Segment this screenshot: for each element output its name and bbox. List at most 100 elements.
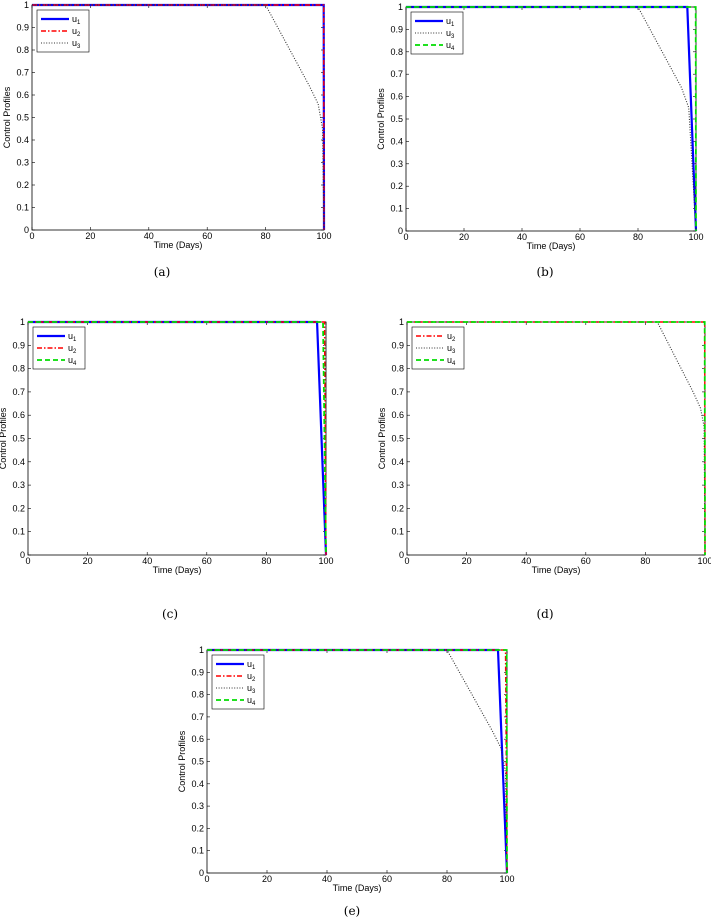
- x-tick-label: 100: [688, 232, 703, 242]
- y-tick-label: 0.3: [16, 158, 29, 168]
- legend-label-subscript: 3: [452, 349, 456, 355]
- x-tick-label: 80: [261, 231, 271, 241]
- x-axis-label: Time (Days): [153, 565, 202, 575]
- legend-label-subscript: 3: [77, 44, 81, 50]
- legend-label-u1: u1: [446, 16, 455, 28]
- legend-label-subscript: 2: [73, 349, 77, 355]
- x-tick-label: 0: [403, 232, 408, 242]
- x-tick-label: 40: [144, 231, 154, 241]
- legend-label-base: u: [447, 331, 452, 341]
- y-tick-label: 1: [20, 317, 25, 327]
- y-tick-label: 0.2: [16, 180, 29, 190]
- legend-label-u1: u1: [68, 331, 77, 343]
- y-tick-label: 0.3: [390, 159, 403, 169]
- y-tick-label: 1: [24, 0, 29, 10]
- y-tick-label: 0.3: [191, 801, 204, 811]
- x-axis-label: Time (Days): [532, 565, 581, 575]
- y-tick-label: 1: [199, 645, 204, 655]
- legend-label-subscript: 3: [451, 34, 455, 40]
- legend-label-subscript: 1: [73, 337, 77, 343]
- legend-label-subscript: 2: [77, 32, 81, 38]
- legend-label-base: u: [247, 695, 252, 705]
- y-tick-label: 0.5: [391, 434, 404, 444]
- x-tick-label: 0: [29, 231, 34, 241]
- x-tick-label: 40: [517, 232, 527, 242]
- legend-label-subscript: 3: [252, 689, 256, 695]
- x-tick-label: 20: [459, 232, 469, 242]
- x-tick-label: 40: [322, 874, 332, 884]
- y-tick-label: 0.3: [12, 480, 25, 490]
- y-tick-label: 0.7: [16, 68, 29, 78]
- x-tick-label: 60: [382, 874, 392, 884]
- series-line-u3: [207, 649, 508, 874]
- legend-label-u3: u3: [72, 38, 81, 50]
- legend-box: [410, 11, 464, 55]
- legend-label-base: u: [247, 683, 252, 693]
- legend-label-subscript: 2: [252, 677, 256, 683]
- series-line-u4: [207, 649, 508, 874]
- legend-label-base: u: [72, 26, 77, 36]
- x-tick-label: 60: [581, 556, 591, 566]
- legend-label-base: u: [247, 659, 252, 669]
- legend-label-subscript: 2: [452, 337, 456, 343]
- legend-label-u2: u2: [447, 331, 456, 343]
- y-tick-label: 0.5: [16, 113, 29, 123]
- legend-label-base: u: [446, 28, 451, 38]
- y-tick-label: 0.6: [391, 410, 404, 420]
- legend-label-base: u: [446, 40, 451, 50]
- legend-label-subscript: 1: [252, 665, 256, 671]
- legend-label-subscript: 1: [77, 20, 81, 26]
- legend-label-u2: u2: [68, 343, 77, 355]
- legend-label-u4: u4: [68, 355, 77, 367]
- x-tick-label: 80: [442, 874, 452, 884]
- y-axis-label: Control Profiles: [2, 86, 12, 148]
- y-tick-label: 0.6: [191, 734, 204, 744]
- legend-label-base: u: [68, 331, 73, 341]
- panel-caption: (d): [536, 607, 553, 621]
- y-tick-label: 0.4: [12, 457, 25, 467]
- panel-caption: (c): [162, 607, 178, 621]
- series-line-u4: [406, 6, 697, 232]
- y-tick-label: 0: [20, 550, 25, 560]
- x-axis-label: Time (Days): [154, 240, 203, 250]
- y-tick-label: 0.1: [191, 846, 204, 856]
- legend-label-subscript: 4: [452, 361, 456, 367]
- x-tick-label: 20: [262, 874, 272, 884]
- legend-label-u4: u4: [247, 695, 256, 707]
- x-tick-label: 60: [202, 556, 212, 566]
- y-tick-label: 0.7: [191, 712, 204, 722]
- y-tick-label: 0.4: [390, 136, 403, 146]
- y-tick-label: 0.5: [191, 757, 204, 767]
- panel-a: 0 20 40 60 80 100 0 0.1 0.2 0.3 0.4 0.5 0.6 0.7 0.8 0.9…: [2, 0, 332, 279]
- x-tick-label: 60: [575, 232, 585, 242]
- series-line-u4: [28, 321, 327, 556]
- legend-label-subscript: 4: [252, 701, 256, 707]
- legend-label-u2: u2: [247, 671, 256, 683]
- x-tick-label: 0: [204, 874, 209, 884]
- panel-caption: (b): [536, 265, 553, 279]
- y-tick-label: 0.7: [12, 387, 25, 397]
- y-tick-label: 0: [399, 550, 404, 560]
- y-axis-label: Control Profiles: [377, 407, 387, 469]
- y-axis-label: Control Profiles: [376, 88, 386, 150]
- y-axis-label: Control Profiles: [177, 730, 187, 792]
- x-tick-label: 100: [318, 556, 333, 566]
- legend-label-base: u: [68, 343, 73, 353]
- legend-label-u3: u3: [447, 343, 456, 355]
- x-tick-label: 80: [640, 556, 650, 566]
- y-tick-label: 0.1: [12, 527, 25, 537]
- y-tick-label: 0.8: [390, 47, 403, 57]
- y-tick-label: 0: [199, 868, 204, 878]
- x-tick-label: 20: [462, 556, 472, 566]
- y-tick-label: 0.8: [12, 364, 25, 374]
- legend-label-base: u: [72, 38, 77, 48]
- legend-label-u1: u1: [72, 14, 81, 26]
- x-tick-label: 0: [404, 556, 409, 566]
- panel-caption: (a): [154, 265, 171, 279]
- x-tick-label: 80: [261, 556, 271, 566]
- y-tick-label: 1: [398, 2, 403, 12]
- legend-label-u3: u3: [247, 683, 256, 695]
- legend-label-u3: u3: [446, 28, 455, 40]
- legend-label-base: u: [72, 14, 77, 24]
